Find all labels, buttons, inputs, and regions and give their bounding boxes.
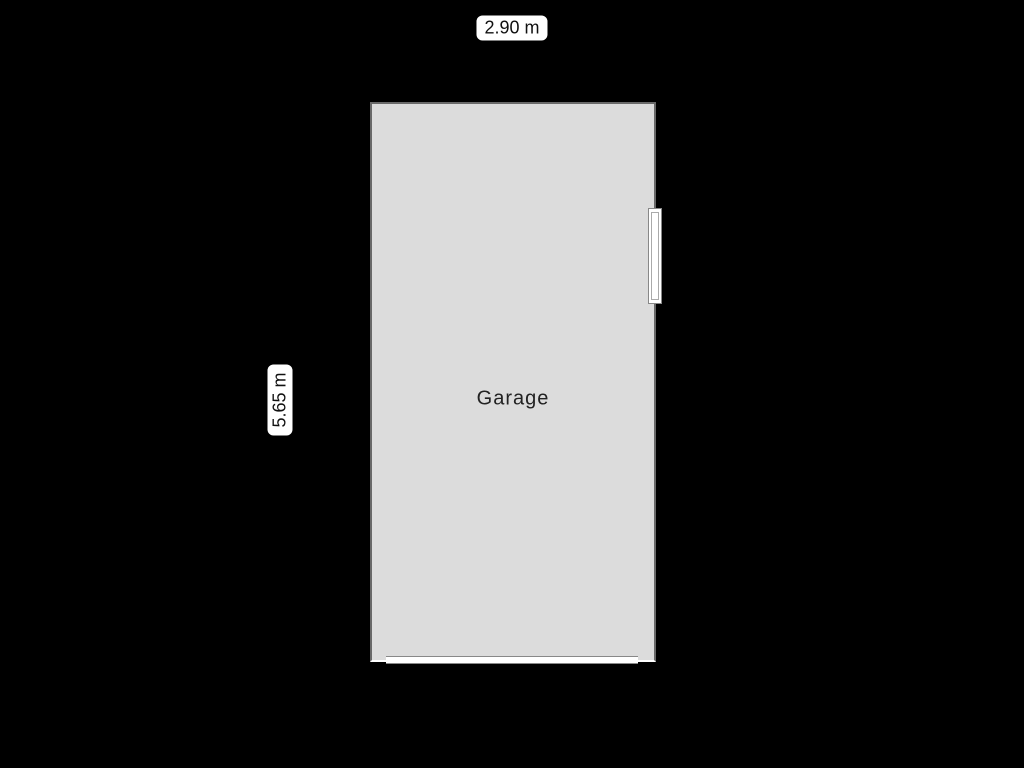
garage-door [386, 656, 638, 664]
floorplan-canvas: Garage 2.90 m 5.65 m [0, 0, 1024, 768]
side-door [648, 208, 662, 304]
dimension-width-label: 2.90 m [476, 16, 547, 41]
room-label-garage: Garage [477, 388, 550, 411]
garage-room [370, 102, 656, 662]
dimension-height-label: 5.65 m [268, 364, 293, 435]
